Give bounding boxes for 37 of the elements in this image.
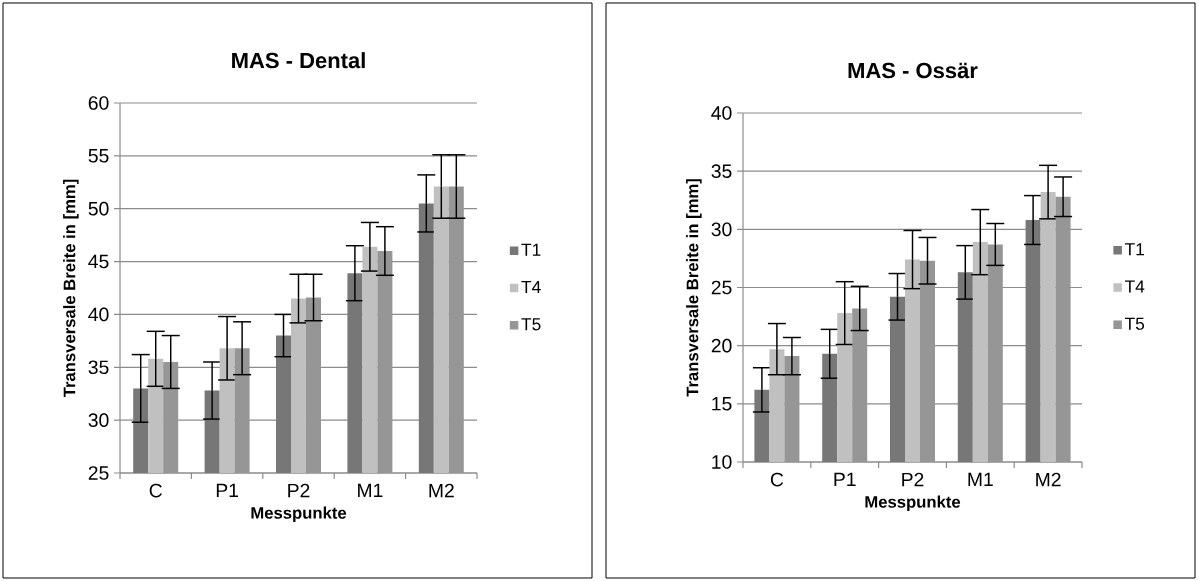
x-axis-title: Messpunkte [865, 495, 961, 512]
x-tick-label: P2 [902, 472, 924, 487]
y-tick-label: 35 [88, 360, 109, 375]
x-tick-label: P1 [834, 472, 856, 486]
y-tick-label: 25 [711, 280, 732, 295]
legend-label: T5 [1124, 317, 1145, 330]
y-tick-label: 15 [712, 397, 732, 411]
y-axis-title: Transversale Breite in [mm] [63, 179, 79, 398]
x-tick-label: M2 [1036, 472, 1061, 487]
chart-title: MAS - Ossär [848, 62, 978, 79]
y-tick-label: 50 [88, 201, 109, 216]
y-axis-title: Transversale Breite in [mm] [686, 179, 702, 397]
y-tick-label: 25 [88, 466, 109, 480]
x-tick-label: M1 [358, 483, 383, 497]
y-tick-label: 20 [711, 338, 732, 353]
x-tick-label: C [770, 472, 784, 487]
y-tick-label: 45 [88, 254, 109, 269]
chart-title: MAS - Dental [232, 52, 365, 69]
y-tick-label: 40 [88, 307, 109, 322]
y-tick-label: 30 [88, 413, 109, 427]
legend-label: T1 [1124, 243, 1144, 256]
x-tick-label: P2 [288, 483, 310, 498]
legend-label: T4 [521, 281, 541, 293]
y-tick-label: 10 [712, 455, 732, 469]
legend-label: T4 [1124, 280, 1145, 293]
y-tick-label: 60 [88, 96, 109, 110]
legend-label: T5 [521, 318, 541, 331]
x-axis-title: Messpunkte [251, 506, 347, 523]
x-tick-label: M1 [968, 472, 993, 486]
y-tick-label: 55 [88, 149, 109, 163]
legend-label: T1 [521, 243, 541, 256]
x-tick-label: M2 [429, 483, 454, 498]
y-tick-label: 35 [711, 164, 732, 178]
x-tick-label: P1 [216, 483, 238, 497]
y-tick-label: 40 [711, 106, 732, 120]
x-tick-label: C [149, 483, 162, 498]
y-tick-label: 30 [711, 222, 732, 237]
